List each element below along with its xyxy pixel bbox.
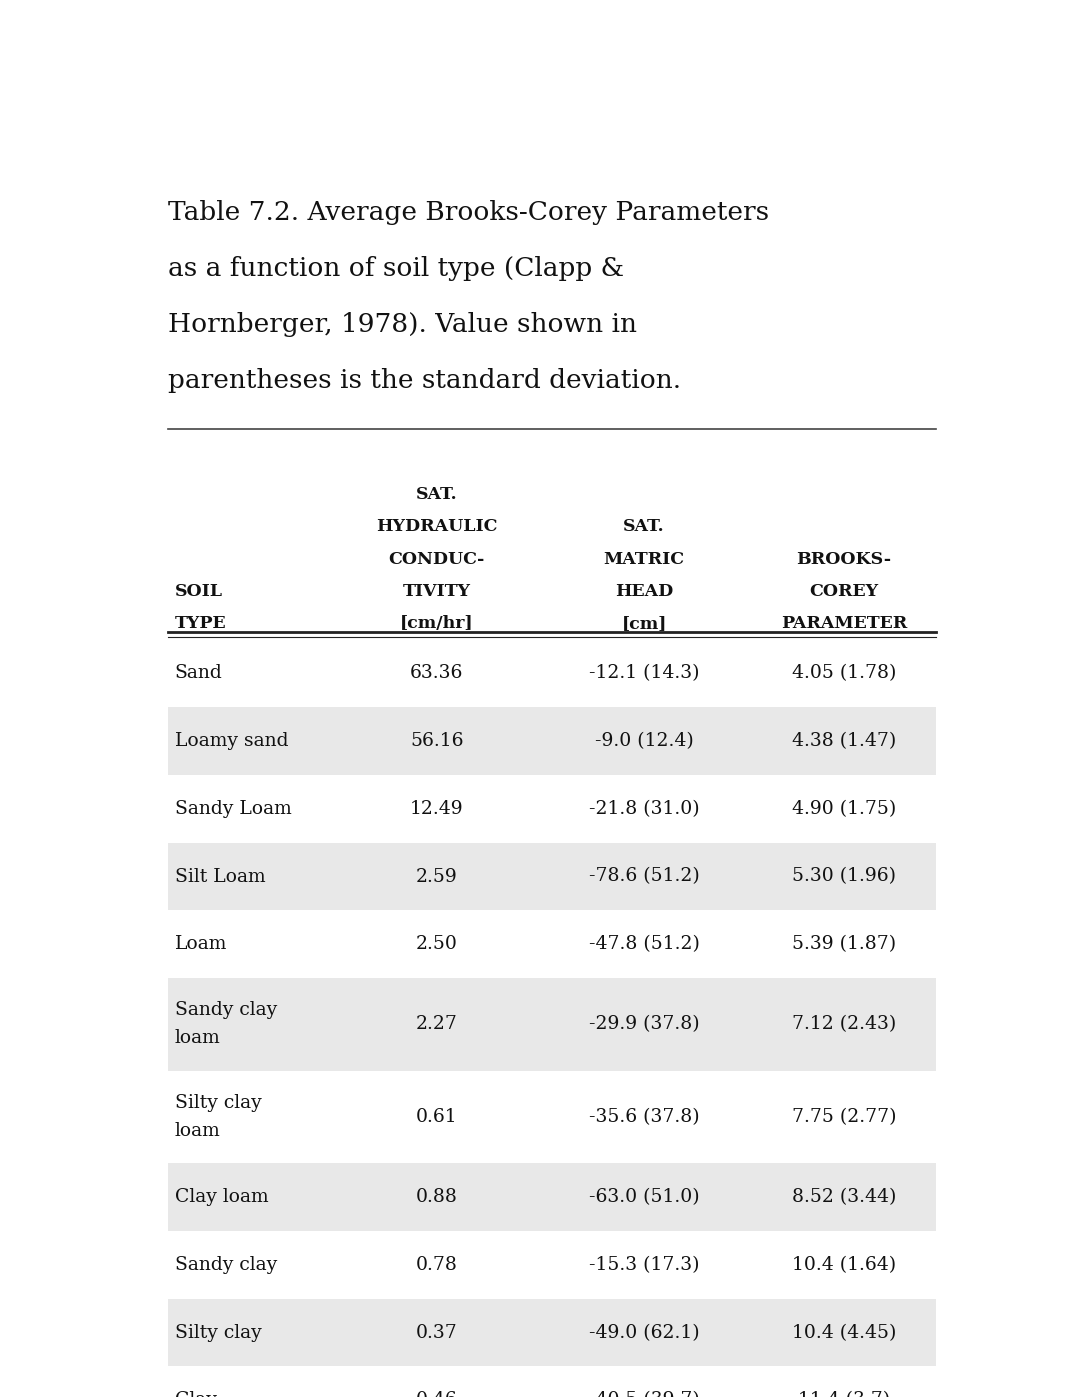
Text: Hornberger, 1978). Value shown in: Hornberger, 1978). Value shown in bbox=[168, 312, 637, 337]
Text: 10.4 (4.45): 10.4 (4.45) bbox=[792, 1323, 896, 1341]
Bar bbox=[168, 978, 936, 1070]
Text: TIVITY: TIVITY bbox=[403, 583, 471, 599]
Text: Sandy Loam: Sandy Loam bbox=[174, 799, 292, 817]
Text: HEAD: HEAD bbox=[615, 583, 673, 599]
Text: 11.4 (3.7): 11.4 (3.7) bbox=[798, 1391, 890, 1397]
Bar bbox=[168, 1299, 936, 1366]
Text: -9.0 (12.4): -9.0 (12.4) bbox=[595, 732, 694, 750]
Text: -12.1 (14.3): -12.1 (14.3) bbox=[589, 664, 699, 682]
Text: 0.61: 0.61 bbox=[416, 1108, 458, 1126]
Text: [cm/hr]: [cm/hr] bbox=[400, 615, 474, 631]
Text: parentheses is the standard deviation.: parentheses is the standard deviation. bbox=[168, 367, 681, 393]
Text: TYPE: TYPE bbox=[174, 615, 226, 631]
Text: COREY: COREY bbox=[809, 583, 879, 599]
Text: Silty clay: Silty clay bbox=[174, 1094, 262, 1112]
Text: -35.6 (37.8): -35.6 (37.8) bbox=[589, 1108, 699, 1126]
Text: 0.46: 0.46 bbox=[416, 1391, 458, 1397]
Text: SOIL: SOIL bbox=[174, 583, 223, 599]
Text: 56.16: 56.16 bbox=[410, 732, 463, 750]
Text: Clay: Clay bbox=[174, 1391, 216, 1397]
Text: CONDUC-: CONDUC- bbox=[389, 550, 485, 567]
Text: 8.52 (3.44): 8.52 (3.44) bbox=[792, 1187, 896, 1206]
Text: 5.39 (1.87): 5.39 (1.87) bbox=[792, 935, 896, 953]
Bar bbox=[168, 1164, 936, 1231]
Text: 2.50: 2.50 bbox=[416, 935, 458, 953]
Text: as a function of soil type (Clapp &: as a function of soil type (Clapp & bbox=[168, 256, 624, 281]
Bar bbox=[168, 842, 936, 911]
Text: Loam: Loam bbox=[174, 935, 227, 953]
Text: SAT.: SAT. bbox=[624, 518, 665, 535]
Bar bbox=[168, 707, 936, 775]
Text: Table 7.2. Average Brooks-Corey Parameters: Table 7.2. Average Brooks-Corey Paramete… bbox=[168, 200, 769, 225]
Text: -49.0 (62.1): -49.0 (62.1) bbox=[589, 1323, 699, 1341]
Text: 12.49: 12.49 bbox=[410, 799, 463, 817]
Text: 4.05 (1.78): 4.05 (1.78) bbox=[792, 664, 896, 682]
Text: MATRIC: MATRIC bbox=[603, 550, 685, 567]
Text: Silty clay: Silty clay bbox=[174, 1323, 262, 1341]
Text: -78.6 (51.2): -78.6 (51.2) bbox=[589, 868, 699, 886]
Text: 4.38 (1.47): 4.38 (1.47) bbox=[792, 732, 896, 750]
Text: Sandy clay: Sandy clay bbox=[174, 1256, 277, 1274]
Text: Clay loam: Clay loam bbox=[174, 1187, 268, 1206]
Text: [cm]: [cm] bbox=[621, 615, 667, 631]
Text: loam: loam bbox=[174, 1122, 221, 1140]
Text: BROOKS-: BROOKS- bbox=[796, 550, 892, 567]
Text: -63.0 (51.0): -63.0 (51.0) bbox=[589, 1187, 699, 1206]
Text: 63.36: 63.36 bbox=[410, 664, 463, 682]
Text: SAT.: SAT. bbox=[416, 486, 458, 503]
Text: 0.37: 0.37 bbox=[416, 1323, 458, 1341]
Text: -15.3 (17.3): -15.3 (17.3) bbox=[589, 1256, 699, 1274]
Text: 10.4 (1.64): 10.4 (1.64) bbox=[792, 1256, 896, 1274]
Text: 5.30 (1.96): 5.30 (1.96) bbox=[792, 868, 896, 886]
Text: HYDRAULIC: HYDRAULIC bbox=[376, 518, 498, 535]
Text: 7.75 (2.77): 7.75 (2.77) bbox=[792, 1108, 896, 1126]
Text: 2.59: 2.59 bbox=[416, 868, 458, 886]
Text: PARAMETER: PARAMETER bbox=[781, 615, 907, 631]
Text: 4.90 (1.75): 4.90 (1.75) bbox=[792, 799, 896, 817]
Text: -29.9 (37.8): -29.9 (37.8) bbox=[589, 1016, 699, 1034]
Text: Sandy clay: Sandy clay bbox=[174, 1002, 277, 1020]
Text: Loamy sand: Loamy sand bbox=[174, 732, 289, 750]
Text: -21.8 (31.0): -21.8 (31.0) bbox=[589, 799, 699, 817]
Text: 2.27: 2.27 bbox=[416, 1016, 458, 1034]
Text: Silt Loam: Silt Loam bbox=[174, 868, 265, 886]
Text: -40.5 (39.7): -40.5 (39.7) bbox=[589, 1391, 699, 1397]
Text: 0.78: 0.78 bbox=[416, 1256, 458, 1274]
Text: -47.8 (51.2): -47.8 (51.2) bbox=[589, 935, 700, 953]
Text: loam: loam bbox=[174, 1030, 221, 1048]
Text: 0.88: 0.88 bbox=[416, 1187, 458, 1206]
Text: 7.12 (2.43): 7.12 (2.43) bbox=[792, 1016, 896, 1034]
Text: Sand: Sand bbox=[174, 664, 223, 682]
